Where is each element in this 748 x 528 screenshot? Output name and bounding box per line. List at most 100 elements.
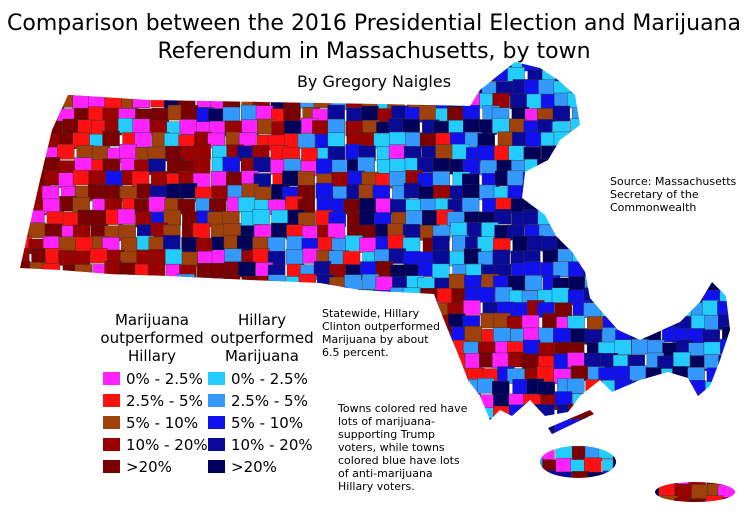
town xyxy=(211,185,230,201)
town xyxy=(734,62,735,73)
town xyxy=(523,419,542,436)
town xyxy=(467,432,485,448)
town xyxy=(122,79,140,96)
town xyxy=(554,209,572,225)
town xyxy=(675,62,694,72)
town xyxy=(612,62,630,72)
town xyxy=(360,379,378,396)
town xyxy=(616,471,635,488)
town xyxy=(734,391,735,407)
town xyxy=(26,326,45,343)
town xyxy=(552,147,570,163)
town xyxy=(193,66,212,83)
town xyxy=(134,62,152,70)
town xyxy=(476,145,495,161)
town xyxy=(582,211,600,227)
town xyxy=(343,199,362,215)
town xyxy=(402,287,421,303)
town xyxy=(732,94,735,110)
town xyxy=(447,353,466,369)
town xyxy=(88,290,107,307)
town xyxy=(718,432,735,448)
town xyxy=(193,301,212,317)
town xyxy=(405,364,423,381)
town xyxy=(734,248,735,265)
town xyxy=(27,62,45,72)
town xyxy=(657,81,676,98)
town xyxy=(734,69,735,85)
town xyxy=(102,471,121,487)
town xyxy=(493,208,512,225)
town xyxy=(327,223,346,239)
town xyxy=(56,80,75,97)
town xyxy=(599,431,617,448)
town xyxy=(345,92,364,108)
town xyxy=(703,92,721,108)
town xyxy=(584,405,602,422)
town xyxy=(719,469,735,485)
town xyxy=(92,497,110,502)
town xyxy=(658,446,676,462)
color-note: Hillary voters. xyxy=(338,480,415,493)
town xyxy=(268,495,286,502)
town xyxy=(359,210,377,227)
legend-label: 2.5% - 5% xyxy=(231,392,308,410)
town xyxy=(432,484,450,501)
town xyxy=(627,95,645,111)
town xyxy=(734,355,735,372)
town xyxy=(316,404,334,421)
town xyxy=(493,405,511,422)
town xyxy=(717,160,735,176)
town xyxy=(571,134,589,151)
town xyxy=(76,458,94,474)
town xyxy=(207,301,225,317)
town xyxy=(271,222,289,239)
town xyxy=(121,481,139,498)
town xyxy=(20,62,30,70)
town xyxy=(584,146,602,163)
town xyxy=(642,457,661,474)
town xyxy=(103,353,121,369)
town xyxy=(30,380,48,396)
town xyxy=(75,340,94,356)
town xyxy=(616,275,635,292)
town xyxy=(554,418,572,435)
town xyxy=(657,394,676,410)
town xyxy=(20,289,33,306)
town xyxy=(315,458,334,474)
town xyxy=(632,62,650,71)
town xyxy=(720,248,735,265)
town xyxy=(88,393,106,409)
town xyxy=(73,483,91,499)
town xyxy=(552,105,571,122)
town xyxy=(538,342,557,358)
town xyxy=(538,470,556,486)
town xyxy=(166,485,185,501)
town xyxy=(343,365,361,381)
town xyxy=(568,157,587,174)
town xyxy=(631,443,649,459)
town xyxy=(643,418,661,434)
town xyxy=(44,353,63,370)
town xyxy=(661,276,679,293)
town xyxy=(570,118,588,134)
town xyxy=(448,273,467,290)
legend-heading: Hillary xyxy=(128,347,176,365)
town xyxy=(133,497,151,502)
statewide-note: 6.5 percent. xyxy=(322,346,389,359)
town xyxy=(644,147,662,163)
town xyxy=(719,92,735,108)
town xyxy=(418,379,436,396)
town xyxy=(238,261,256,278)
town xyxy=(658,235,676,251)
town xyxy=(20,107,30,123)
town xyxy=(152,289,170,305)
town xyxy=(510,456,529,472)
town xyxy=(688,444,706,460)
town xyxy=(612,456,631,472)
town xyxy=(463,471,481,488)
town xyxy=(613,391,632,407)
town xyxy=(645,251,663,267)
town xyxy=(178,459,196,475)
